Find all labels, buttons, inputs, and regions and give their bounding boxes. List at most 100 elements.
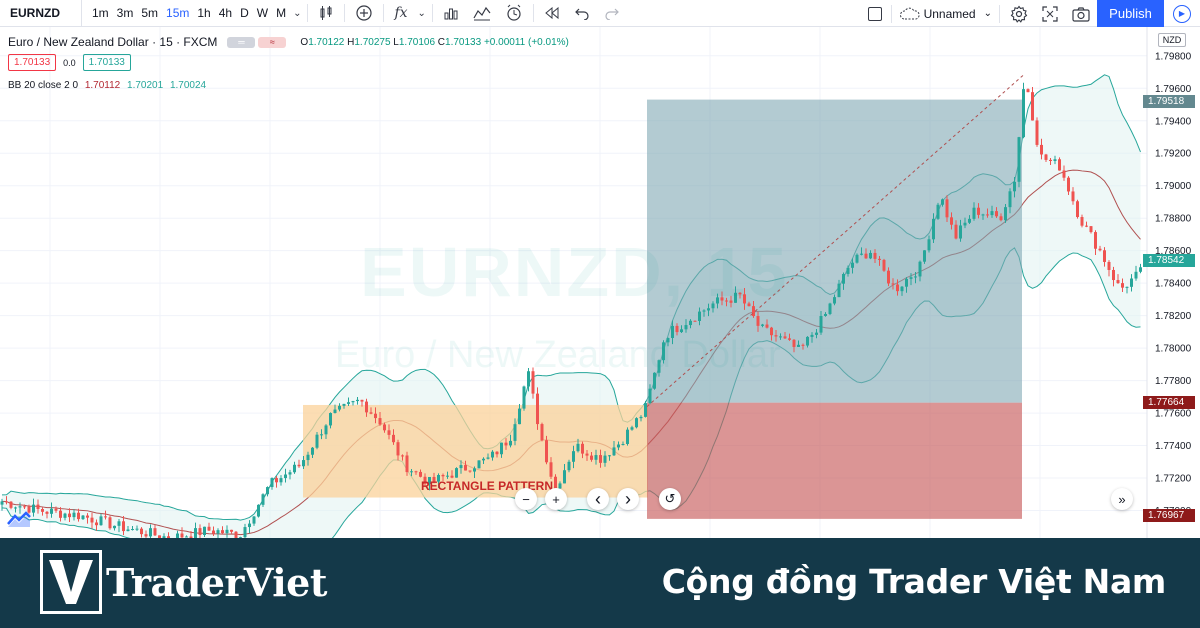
- candle-body: [932, 218, 935, 240]
- candle-body: [351, 401, 355, 403]
- brand-logo[interactable]: TraderViet: [40, 549, 327, 615]
- candle-body: [891, 283, 895, 285]
- candle-body: [869, 252, 872, 259]
- candle-body: [126, 529, 130, 532]
- candle-body: [54, 508, 58, 511]
- candle-body: [333, 409, 337, 414]
- chevron-down-icon[interactable]: ⌄: [293, 7, 302, 19]
- candle-body: [801, 344, 805, 346]
- buy-price-button[interactable]: 1.70133: [82, 54, 131, 71]
- play-button[interactable]: ▶: [1164, 0, 1200, 27]
- market-status-pill[interactable]: ═: [227, 36, 256, 48]
- candle-body: [639, 416, 643, 419]
- candle-body: [1134, 271, 1138, 279]
- publish-button[interactable]: Publish: [1097, 0, 1164, 27]
- fullscreen-icon[interactable]: [1035, 0, 1065, 27]
- candle-body: [837, 283, 841, 298]
- interval-15m[interactable]: 15m: [166, 6, 190, 20]
- data-status-pill[interactable]: ≈: [258, 36, 287, 48]
- tradingview-logo-icon[interactable]: [6, 510, 32, 528]
- undo-icon[interactable]: [567, 0, 597, 27]
- candle-body: [234, 531, 238, 538]
- layout-menu[interactable]: Unnamed ⌄: [895, 0, 996, 27]
- candle-body: [1098, 248, 1102, 251]
- candle-body: [986, 214, 989, 216]
- candle-body: [1026, 89, 1030, 93]
- candle-body: [657, 360, 661, 373]
- interval-m[interactable]: M: [276, 6, 287, 20]
- candle-body: [1116, 280, 1120, 284]
- scroll-back-button[interactable]: ‹: [587, 488, 609, 510]
- interval-1h[interactable]: 1h: [197, 6, 211, 20]
- candle-body: [689, 320, 692, 326]
- candle-body: [468, 470, 472, 472]
- indicator-legend[interactable]: BB 20 close 2 0 1.70112 1.70201 1.70024: [8, 80, 569, 91]
- gear-icon[interactable]: [1003, 0, 1035, 27]
- symbol-search[interactable]: EURNZD: [0, 0, 82, 27]
- zoom-in-button[interactable]: +: [545, 488, 567, 510]
- candle-body: [977, 207, 980, 215]
- candle-body: [671, 325, 674, 338]
- candle-body: [554, 476, 557, 489]
- candle-body: [1004, 207, 1007, 221]
- currency-label[interactable]: NZD: [1158, 33, 1186, 47]
- candle-body: [734, 292, 737, 303]
- candle-body: [779, 336, 782, 338]
- candle-body: [329, 413, 332, 426]
- select-checkbox[interactable]: [862, 0, 888, 27]
- candle-body: [342, 403, 346, 406]
- alert-clock-icon[interactable]: [498, 0, 530, 27]
- interval-1m[interactable]: 1m: [92, 6, 109, 20]
- candle-body: [1008, 191, 1012, 208]
- replay-icon[interactable]: [537, 0, 567, 27]
- candle-body: [581, 443, 584, 454]
- interval-5m[interactable]: 5m: [141, 6, 159, 20]
- interval-3m[interactable]: 3m: [116, 6, 134, 20]
- indicators-icon[interactable]: fx: [394, 5, 408, 21]
- candle-body: [198, 528, 202, 536]
- candle-body: [459, 465, 463, 469]
- price-axis-label: 1.79000: [1155, 181, 1192, 192]
- interval-d[interactable]: D: [240, 6, 249, 20]
- candle-body: [1017, 137, 1021, 182]
- templates-icon[interactable]: [466, 0, 498, 27]
- position-zones: [303, 99, 1022, 519]
- price-chart[interactable]: 1.79800 1.79600 1.79400 1.79200 1.79000 1.788…: [0, 27, 1200, 538]
- candle-body: [752, 306, 755, 317]
- candle-body: [941, 199, 944, 205]
- scroll-forward-button[interactable]: ›: [617, 488, 639, 510]
- financials-icon[interactable]: [436, 0, 466, 27]
- add-compare-icon[interactable]: [348, 0, 380, 27]
- series-title[interactable]: Euro / New Zealand Dollar · 15 · FXCM: [8, 35, 218, 49]
- candle-body: [86, 515, 89, 518]
- candle-body: [963, 222, 967, 226]
- chart-area[interactable]: 1.79800 1.79600 1.79400 1.79200 1.79000 1.788…: [0, 27, 1200, 538]
- candle-body: [1107, 261, 1111, 270]
- toolbar-divider: [532, 4, 534, 22]
- candle-body: [455, 468, 458, 478]
- candles-icon[interactable]: [311, 0, 341, 27]
- candle-body: [1053, 159, 1057, 161]
- sell-price-button[interactable]: 1.70133: [8, 54, 57, 71]
- candle-body: [716, 297, 719, 304]
- interval-w[interactable]: W: [256, 6, 269, 20]
- candle-body: [662, 342, 665, 361]
- candle-body: [851, 262, 854, 268]
- interval-4h[interactable]: 4h: [218, 6, 233, 20]
- zoom-out-button[interactable]: −: [515, 488, 537, 510]
- candle-body: [981, 214, 985, 216]
- camera-icon[interactable]: [1065, 0, 1097, 27]
- candle-body: [842, 273, 845, 284]
- reset-chart-button[interactable]: ↺: [659, 488, 681, 510]
- brand-banner: [0, 538, 1200, 628]
- price-axis-label: 1.77200: [1155, 474, 1192, 485]
- candle-body: [14, 507, 17, 509]
- candle-body: [387, 430, 391, 435]
- candle-body: [437, 474, 440, 482]
- candle-body: [707, 308, 710, 311]
- scroll-to-realtime-button[interactable]: »: [1111, 488, 1133, 510]
- candle-body: [1112, 269, 1115, 281]
- redo-icon[interactable]: [597, 0, 627, 27]
- chevron-down-icon[interactable]: ⌄: [417, 7, 426, 19]
- candle-body: [729, 300, 733, 303]
